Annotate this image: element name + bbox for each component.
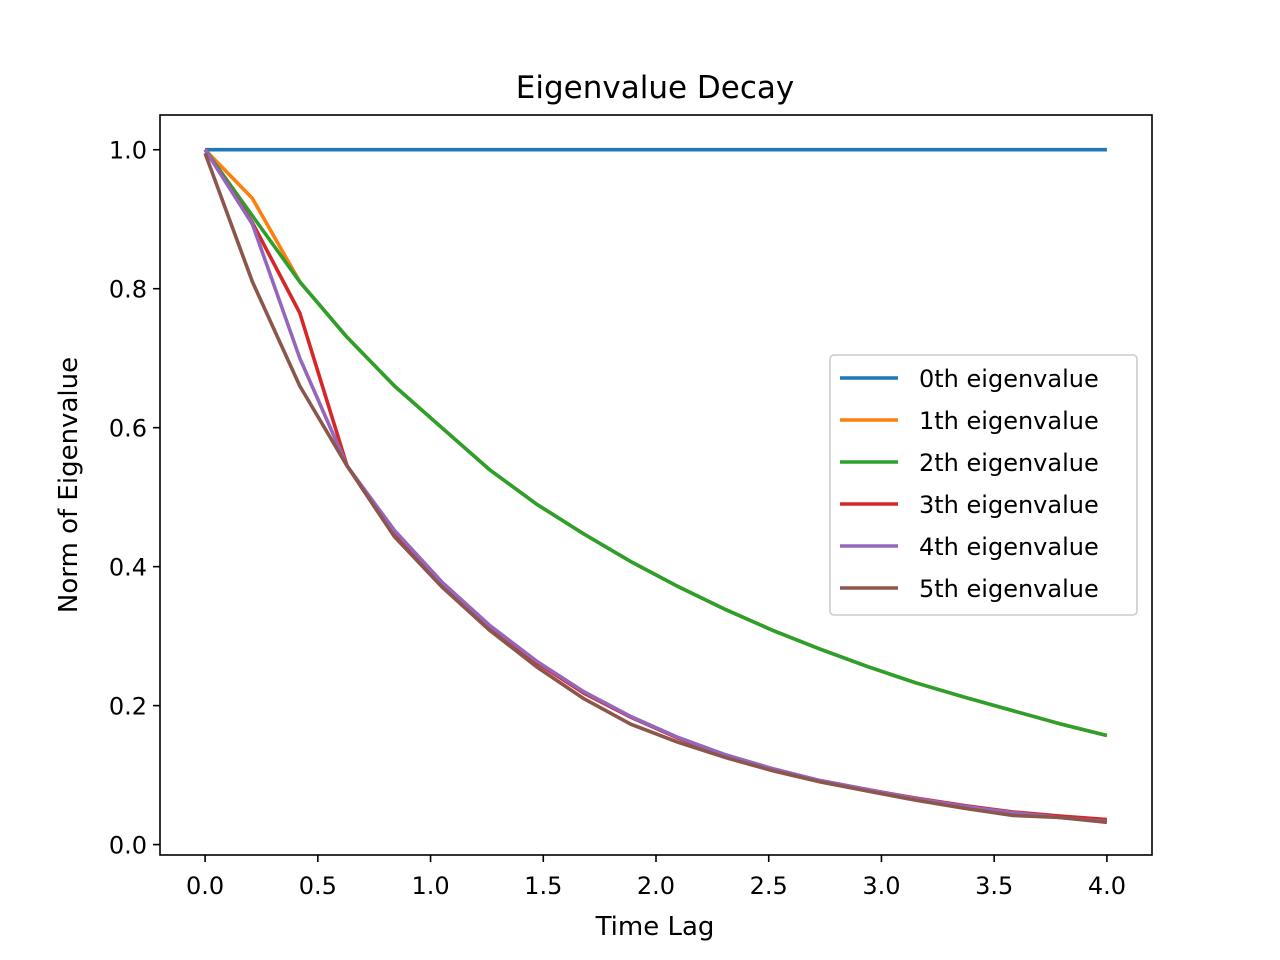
y-tick-label: 0.6 xyxy=(109,415,147,443)
ticks-layer: 0.0 0.5 1.0 1.5 2.0 2.5 3.0 3.5 4.0 0.0 0.2 0.4 0.6 0… xyxy=(109,137,1126,900)
y-axis-label: Norm of Eigenvalue xyxy=(54,357,84,613)
x-tick-label: 3.5 xyxy=(975,872,1013,900)
x-tick-label: 0.0 xyxy=(186,872,224,900)
plot-frame xyxy=(159,114,1153,856)
legend-label: 2th eigenvalue xyxy=(919,449,1099,477)
legend-item: 5th eigenvalue xyxy=(840,575,1099,603)
x-tick-label: 3.0 xyxy=(862,872,900,900)
legend-label: 0th eigenvalue xyxy=(919,365,1099,393)
legend-entries: 0th eigenvalue 1th eigenvalue 2th eigenval… xyxy=(840,365,1099,603)
legend-box xyxy=(829,354,1138,616)
legend: 0th eigenvalue 1th eigenvalue 2th eigenval… xyxy=(829,354,1138,616)
legend-item: 2th eigenvalue xyxy=(840,449,1099,477)
legend-label: 1th eigenvalue xyxy=(919,407,1099,435)
legend-item: 1th eigenvalue xyxy=(840,407,1099,435)
legend-label: 3th eigenvalue xyxy=(919,491,1099,519)
x-tick-label: 0.5 xyxy=(299,872,337,900)
x-tick-label: 1.5 xyxy=(524,872,562,900)
x-tick-label: 4.0 xyxy=(1088,872,1126,900)
legend-label: 4th eigenvalue xyxy=(919,533,1099,561)
legend-item: 0th eigenvalue xyxy=(840,365,1099,393)
series-line-5 xyxy=(203,152,1108,825)
y-tick-label: 0.0 xyxy=(109,832,147,860)
x-tick-label: 1.0 xyxy=(411,872,449,900)
legend-item: 4th eigenvalue xyxy=(840,533,1099,561)
x-axis-label: Time Lag xyxy=(595,912,715,942)
chart-title: Eigenvalue Decay xyxy=(516,70,794,106)
x-tick-label: 2.0 xyxy=(637,872,675,900)
legend-label: 5th eigenvalue xyxy=(919,575,1099,603)
x-tick-label: 2.5 xyxy=(750,872,788,900)
y-tick-label: 0.4 xyxy=(109,554,147,582)
series-line-2 xyxy=(203,148,1108,738)
legend-item: 3th eigenvalue xyxy=(840,491,1099,519)
y-tick-label: 1.0 xyxy=(109,137,147,165)
y-tick-label: 0.2 xyxy=(109,693,147,721)
lines-layer xyxy=(203,147,1108,825)
y-tick-label: 0.8 xyxy=(109,276,147,304)
